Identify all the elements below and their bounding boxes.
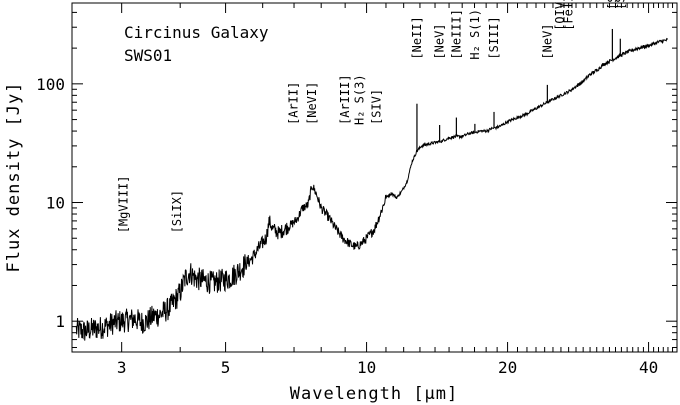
line-label: [ArII] (286, 82, 300, 125)
y-axis-title: Flux density [Jy] (4, 82, 24, 273)
x-axis-title: Wavelength [μm] (290, 384, 459, 404)
y-tick-label: 10 (46, 194, 65, 213)
line-label: [NeV] (433, 23, 447, 59)
line-label: [SiII] (613, 0, 627, 10)
line-label: [SIII] (605, 0, 619, 10)
line-label: [SIII] (487, 16, 501, 59)
line-label: [NeVI] (305, 82, 319, 125)
chart-title: Circinus Galaxy (124, 23, 269, 42)
line-label: H₂ S(3) (353, 74, 367, 125)
y-tick-label: 1 (55, 312, 65, 331)
line-label: [NeII] (410, 16, 424, 59)
y-ticks: 1 10 100 (36, 11, 677, 349)
line-label: [SIV] (370, 89, 384, 125)
line-label: [FeII] (562, 0, 576, 31)
x-tick-label: 5 (221, 358, 231, 377)
spectrum-line (75, 37, 669, 341)
plot-frame (71, 2, 678, 353)
chart-subtitle: SWS01 (124, 46, 172, 65)
x-tick-label: 10 (357, 358, 376, 377)
line-label: H₂ S(1) (468, 9, 482, 60)
x-tick-label: 3 (117, 358, 127, 377)
x-tick-label: 20 (498, 358, 517, 377)
y-tick-label: 100 (36, 75, 65, 94)
line-label: [MgVIII] (117, 176, 131, 234)
line-label: [NeV] (540, 23, 554, 59)
x-ticks: 3 5 10 20 40 (117, 3, 674, 377)
annotations-layer: [MgVIII] [SiIX] [ArII] [NeVI] [ArIII] H₂ S(3)… (117, 0, 628, 233)
x-tick-label: 40 (639, 358, 658, 377)
series-layer (75, 28, 669, 341)
line-label: [ArIII] (338, 74, 352, 125)
line-label: [SiIX] (170, 190, 184, 233)
line-label: [NeIII] (449, 9, 463, 60)
line-label: [OIV] (553, 0, 567, 31)
